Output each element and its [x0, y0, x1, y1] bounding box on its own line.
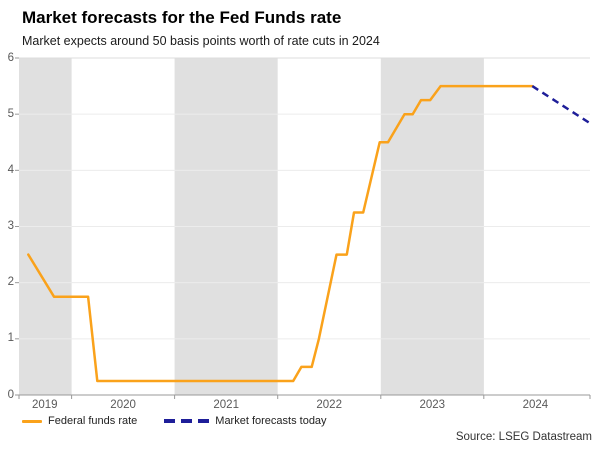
x-axis-tick-label: 2019	[32, 399, 58, 411]
legend-swatch-federal-funds-rate	[22, 419, 42, 423]
series-line-forecast	[531, 85, 590, 124]
y-axis-tick-label: 1	[7, 332, 14, 345]
x-axis-tick-label: 2021	[213, 399, 239, 411]
x-axis-tick-label: 2024	[522, 399, 549, 411]
chart-subtitle: Market expects around 50 basis points wo…	[22, 34, 380, 48]
legend-label-federal-funds-rate: Federal funds rate	[48, 415, 138, 427]
source-credit: Source: LSEG Datastream	[455, 431, 592, 443]
y-axis-tick-label: 5	[7, 107, 14, 120]
y-axis-tick-label: 2	[7, 276, 14, 289]
legend-swatch-market-forecasts-today	[164, 419, 210, 423]
chart-title: Market forecasts for the Fed Funds rate	[22, 8, 342, 27]
y-axis-tick-label: 3	[7, 220, 14, 232]
legend: Federal funds rate Market forecasts toda…	[22, 413, 327, 429]
x-axis-tick-label: 2023	[419, 399, 446, 411]
series-line-actual	[27, 84, 534, 383]
legend-label-market-forecasts-today: Market forecasts today	[215, 415, 327, 427]
y-axis-tick-label: 6	[7, 51, 14, 64]
x-axis-tick-label: 2020	[110, 399, 136, 411]
x-axis-tick-label: 2022	[316, 399, 342, 411]
y-axis-tick-label: 0	[7, 388, 14, 401]
y-axis-tick-label: 4	[7, 163, 14, 176]
